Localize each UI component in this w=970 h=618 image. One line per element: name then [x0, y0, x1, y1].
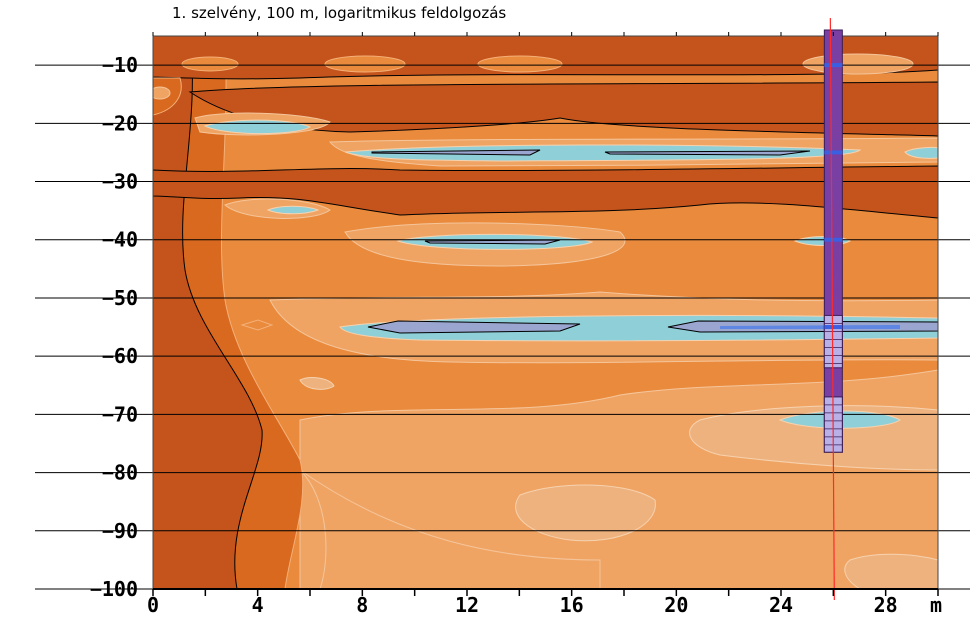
- x-tick-label: 16: [560, 593, 584, 617]
- top-bump-2: [324, 55, 406, 73]
- contour-map: [153, 36, 938, 589]
- lightest-zone-3: [844, 553, 938, 589]
- borehole-lens-mark: [824, 150, 843, 155]
- x-axis-unit: m: [930, 593, 942, 617]
- x-tick-label: 4: [252, 593, 264, 617]
- small-diamond: [240, 319, 274, 331]
- x-tick-label: 8: [356, 593, 368, 617]
- top-bump-4: [802, 53, 914, 75]
- red-marker-line: [829, 17, 835, 601]
- y-tick-label: −40: [102, 228, 138, 252]
- top-bump-3: [477, 55, 563, 73]
- lightest-zone-1: [515, 484, 656, 542]
- y-tick-label: −80: [102, 461, 138, 485]
- dark-band-30: [153, 165, 938, 219]
- core-25-left: [371, 149, 541, 156]
- cyan-lens-25-right: [904, 147, 938, 159]
- y-tick-label: −10: [102, 53, 138, 77]
- light-zone-left-bottom: [299, 469, 601, 589]
- borehole-column: [823, 29, 843, 453]
- x-tick-label: 0: [147, 593, 159, 617]
- y-tick-label: −70: [102, 402, 138, 426]
- borehole-lens-mark: [824, 325, 843, 330]
- y-tick-label: −30: [102, 170, 138, 194]
- core-55-left: [367, 320, 581, 334]
- core-25-right: [604, 150, 811, 156]
- core-40: [424, 239, 561, 245]
- lightest-zone-4: [299, 377, 335, 390]
- borehole-lens-mark: [824, 63, 843, 68]
- top-bump-1: [181, 56, 239, 72]
- x-axis-ticks: 0 4 8 12 16 20 24 28: [147, 32, 939, 617]
- borehole-lens-mark: [824, 237, 843, 242]
- y-tick-label: −50: [102, 286, 138, 310]
- left-bump: [153, 86, 171, 100]
- cyan-lens-35: [266, 205, 320, 215]
- y-axis-ticks: −10 −20 −30 −40 −50 −60 −70 −80 −90 −100: [90, 53, 138, 601]
- x-tick-label: 24: [769, 593, 793, 617]
- core-55-blue: [720, 325, 900, 329]
- chart-title: 1. szelvény, 100 m, logaritmikus feldolg…: [172, 4, 506, 22]
- x-tick-label: 20: [664, 593, 688, 617]
- y-tick-label: −20: [102, 111, 138, 135]
- y-tick-label: −60: [102, 344, 138, 368]
- x-tick-label: 12: [455, 593, 479, 617]
- dark-band-20: [188, 81, 938, 137]
- y-tick-label: −90: [102, 519, 138, 543]
- x-tick-label: 28: [874, 593, 898, 617]
- y-tick-label: −100: [90, 577, 138, 601]
